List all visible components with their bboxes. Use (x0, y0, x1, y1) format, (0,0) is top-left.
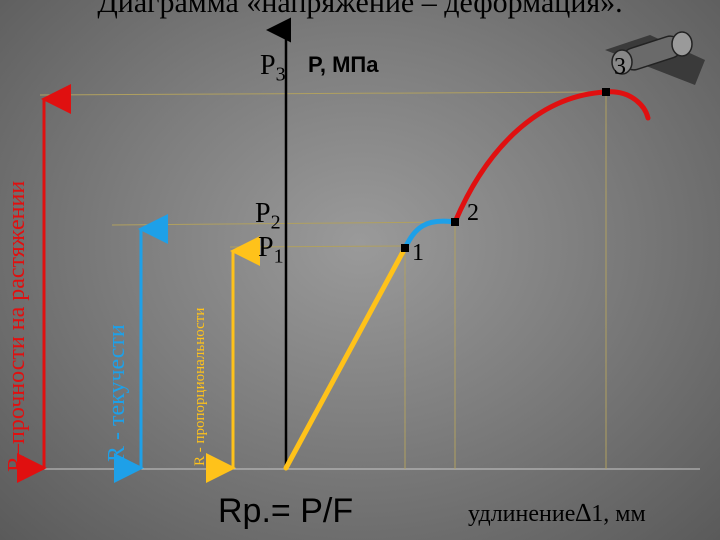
point-2-label: 2 (467, 200, 479, 226)
point-3-marker (602, 88, 610, 96)
yield-label: R - текучести (104, 324, 130, 462)
stress-formula: Rp.= P/F (218, 492, 354, 530)
strength-label: R–прочности на растяжении (4, 180, 30, 472)
guide-p3 (39, 91, 607, 96)
guide-p1 (229, 245, 406, 248)
point-3-label: 3 (614, 54, 626, 80)
yield-segment (402, 218, 458, 251)
p3-label: P3 (260, 50, 286, 86)
slide-title: Диаграмма «напряжение – деформация». (97, 0, 623, 19)
specimen-icon (605, 31, 705, 85)
point-1-marker (401, 244, 409, 252)
elastic-segment (283, 245, 408, 471)
p1-label: P1 (258, 232, 284, 268)
x-axis-label: удлинение∆1, мм (468, 498, 646, 527)
hardening-segment (452, 89, 651, 225)
guide-p2 (111, 221, 456, 226)
point-1-label: 1 (412, 240, 424, 266)
y-axis-label: P, МПа (308, 52, 379, 77)
point-2-marker (451, 218, 459, 226)
p2-label: P2 (255, 198, 281, 234)
proportionality-label: R - пропорциональности (192, 307, 208, 466)
